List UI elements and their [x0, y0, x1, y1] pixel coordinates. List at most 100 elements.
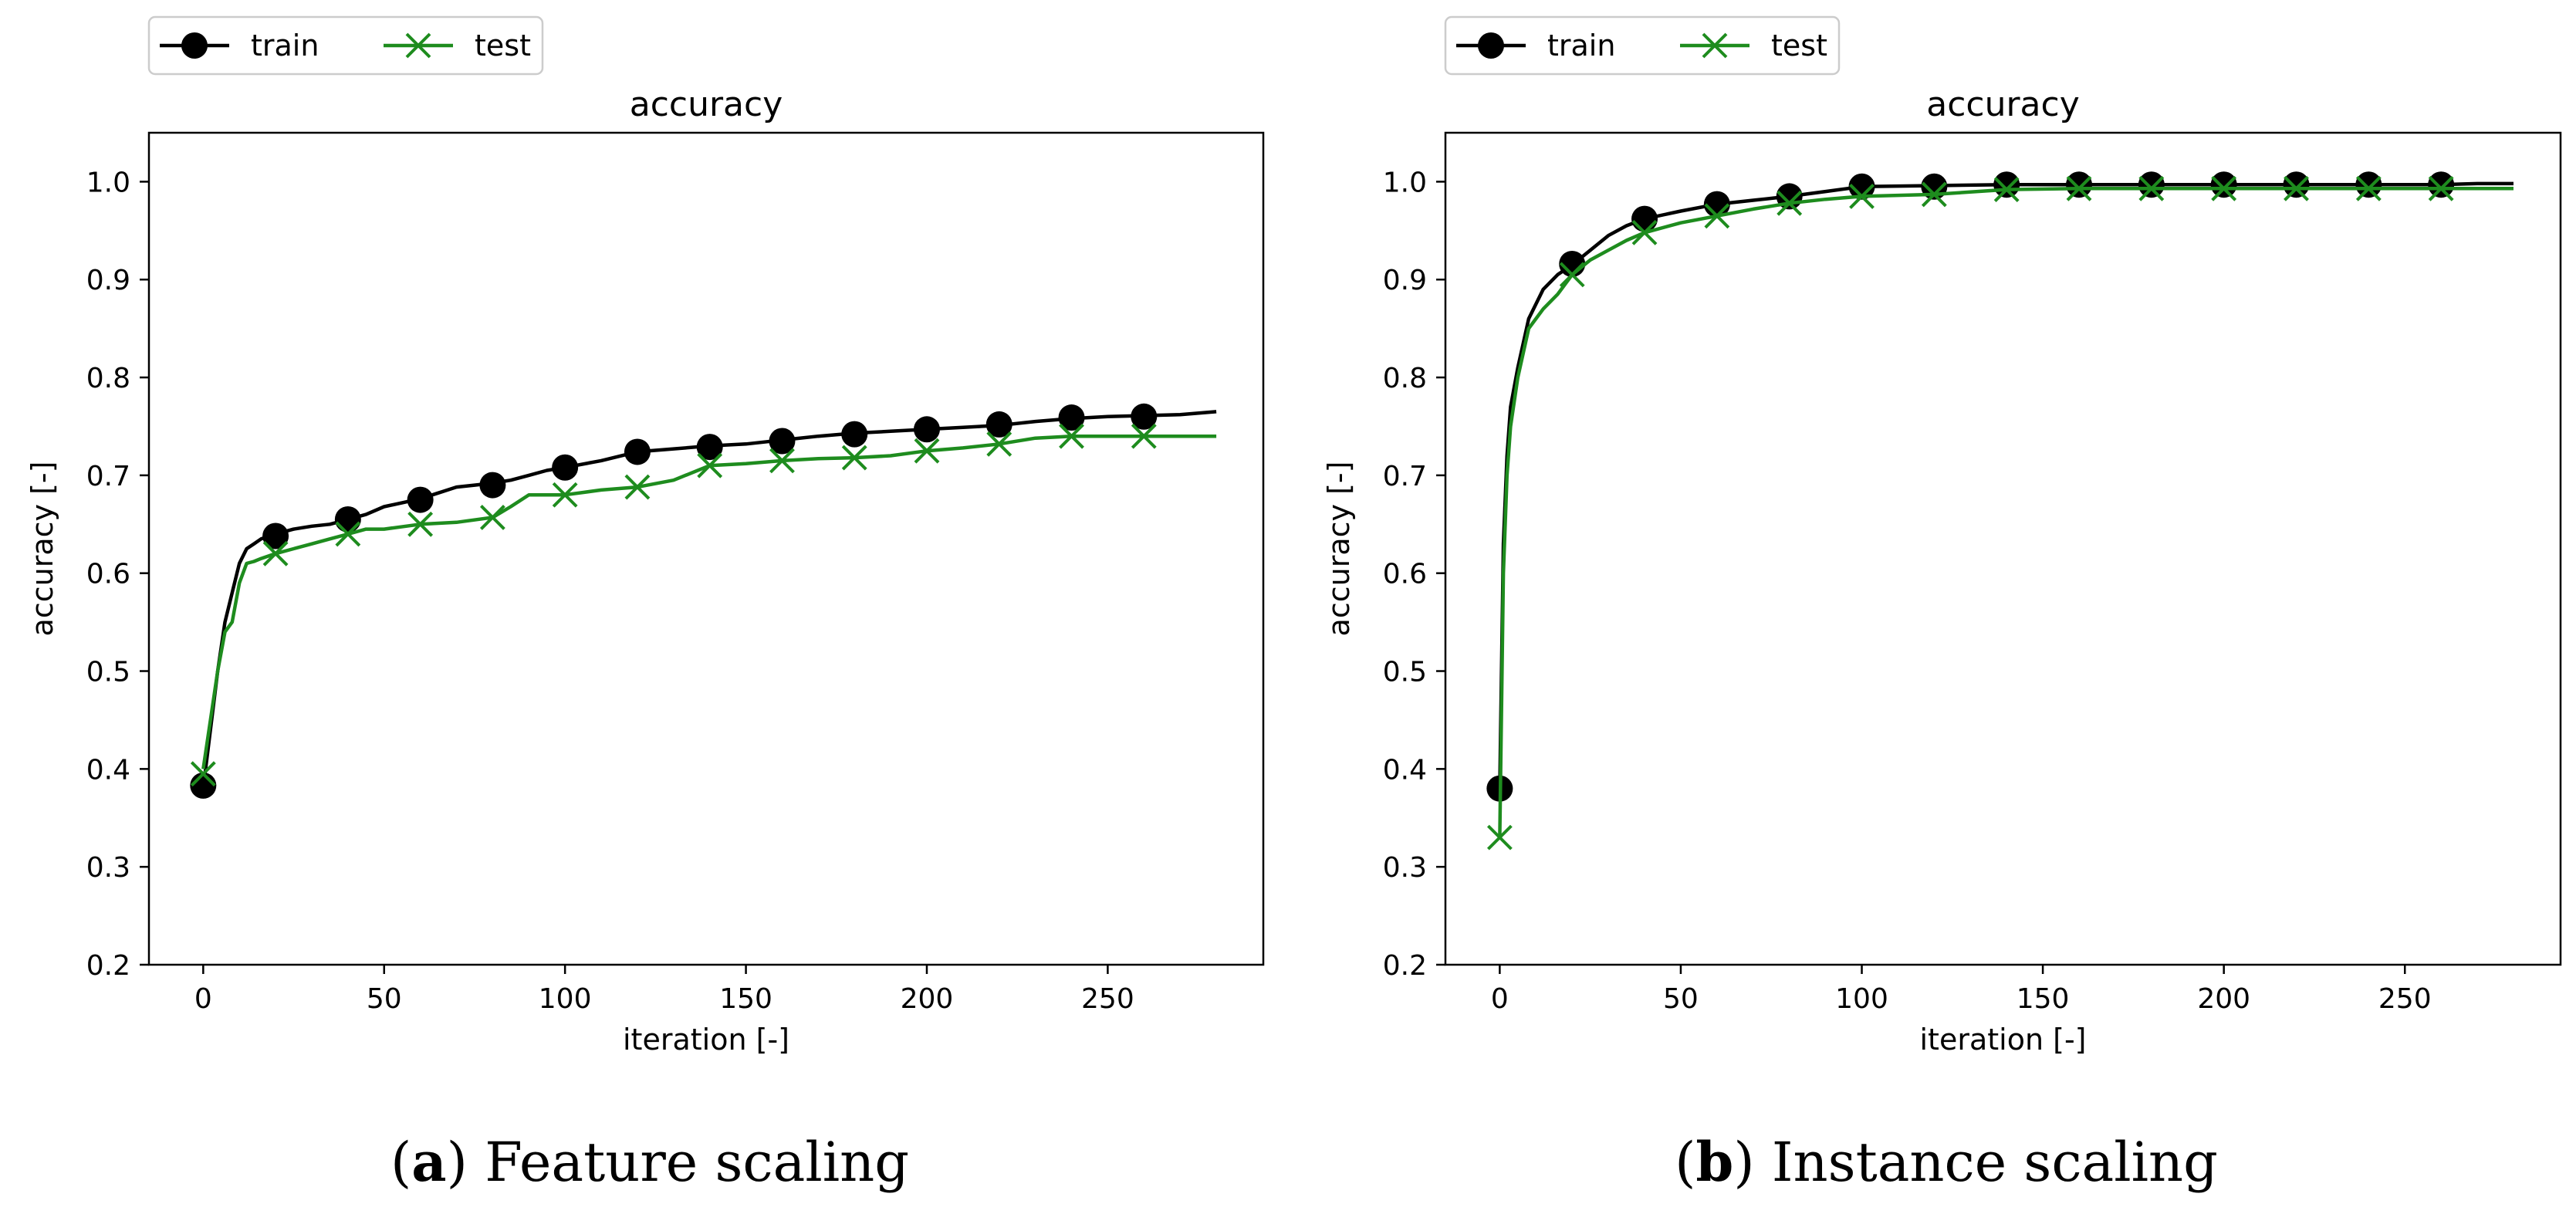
data-point-train: [2283, 171, 2310, 198]
data-point-test: [1849, 184, 1875, 209]
data-point-test: [2355, 175, 2382, 201]
plot-frame: [147, 131, 1265, 966]
x-tick-label: 150: [2017, 983, 2070, 1015]
x-tick-label: 100: [1835, 983, 1888, 1015]
y-tick-label: 0.4: [1383, 754, 1427, 786]
chart-title: accuracy: [630, 85, 783, 124]
chart-panel-feature-scaling: accuracy 0 50 100 150 200 250 0.2 0.3 0.4 0.5 0.6 0.…: [25, 15, 1265, 1194]
data-point-test: [1059, 423, 1084, 449]
x-tick-label: 200: [2197, 983, 2250, 1015]
y-tick-label: 0.7: [86, 461, 130, 492]
caption-paren-close: ): [447, 1131, 485, 1194]
y-axis-label: accuracy [-]: [25, 462, 59, 637]
data-point-train: [1631, 205, 1658, 232]
data-point-train: [479, 472, 506, 499]
data-point-test: [1631, 219, 1658, 245]
y-tick-label: 1.0: [86, 167, 130, 198]
data-point-train: [1058, 404, 1085, 431]
y-axis-label: accuracy [-]: [1322, 462, 1356, 637]
legend-marker-test: [1702, 32, 1728, 59]
y-tick-label: 0.8: [1383, 363, 1427, 394]
y-tick-label: 0.8: [86, 363, 130, 394]
caption-paren-open: (: [390, 1131, 411, 1194]
legend-marker-train: [1478, 32, 1504, 59]
legend-label-train: train: [251, 29, 319, 63]
data-point-test: [624, 474, 651, 500]
data-point-test: [2138, 175, 2165, 201]
y-tick-label: 0.5: [86, 657, 130, 688]
subfigure-caption: (b) Instance scaling: [1675, 1130, 2218, 1194]
data-point-test: [986, 431, 1012, 457]
data-point-test: [262, 540, 289, 566]
legend: train test: [1444, 15, 1841, 76]
y-tick-label: 0.2: [86, 950, 130, 982]
y-tick-label: 0.6: [86, 559, 130, 590]
data-point-test: [769, 448, 795, 474]
data-point-train: [1848, 173, 1875, 200]
subfigure-caption: (a) Feature scaling: [390, 1130, 909, 1194]
data-point-train: [769, 428, 796, 455]
data-point-train: [841, 421, 868, 448]
x-axis-label: iteration [-]: [1920, 1023, 2087, 1057]
data-point-train: [2355, 171, 2382, 198]
caption-text: Instance scaling: [1772, 1131, 2218, 1194]
chart-panel-instance-scaling: accuracy 0 50 100 150 200 250 0.2 0.3 0.4 0.5 0.6 0.…: [1322, 15, 2562, 1194]
data-point-train: [334, 506, 361, 533]
y-tick-label: 1.0: [1383, 167, 1427, 198]
x-axis-label: iteration [-]: [623, 1023, 789, 1057]
legend-box: [147, 15, 544, 76]
caption-letter: b: [1695, 1130, 1733, 1194]
y-tick-label: 0.7: [1383, 461, 1427, 492]
y-tick-label: 0.2: [1383, 950, 1427, 982]
x-tick-label: 150: [719, 983, 772, 1015]
data-point-train: [262, 522, 289, 550]
data-point-train: [407, 486, 434, 513]
legend-box: [1444, 15, 1841, 76]
data-point-test: [1993, 177, 2020, 202]
legend: train test: [147, 15, 544, 76]
caption-text: Feature scaling: [485, 1131, 909, 1194]
data-point-test: [2428, 175, 2454, 201]
x-tick-label: 50: [1663, 983, 1699, 1015]
y-tick-label: 0.4: [86, 754, 130, 786]
data-point-test: [697, 452, 723, 478]
data-point-test: [190, 761, 216, 787]
data-point-train: [2066, 171, 2093, 198]
data-point-test: [552, 482, 578, 508]
data-point-train: [190, 772, 217, 799]
x-tick-label: 100: [539, 983, 592, 1015]
x-tick-label: 200: [901, 983, 954, 1015]
data-point-test: [1559, 262, 1585, 288]
series-line-test: [201, 434, 1217, 769]
data-point-train: [2210, 171, 2237, 198]
data-point-test: [1486, 824, 1513, 850]
data-point-test: [914, 438, 940, 464]
x-tick-label: 0: [194, 983, 212, 1015]
data-point-test: [2066, 175, 2092, 201]
data-point-train: [913, 416, 940, 443]
plot-frame: [1444, 131, 2562, 966]
y-tick-label: 0.5: [1383, 657, 1427, 688]
data-point-test: [479, 505, 505, 530]
data-point-test: [2211, 175, 2237, 201]
legend-marker-test: [405, 32, 431, 59]
data-point-train: [2428, 171, 2455, 198]
data-point-train: [696, 434, 723, 461]
caption-letter: a: [411, 1130, 446, 1194]
data-point-train: [985, 411, 1012, 438]
x-tick-label: 0: [1491, 983, 1509, 1015]
legend-marker-train: [181, 32, 208, 59]
y-tick-label: 0.3: [1383, 852, 1427, 884]
legend-label-train: train: [1547, 29, 1615, 63]
chart-title: accuracy: [1926, 85, 2080, 124]
data-point-train: [1993, 171, 2020, 198]
data-point-test: [335, 521, 361, 547]
data-point-train: [624, 438, 651, 465]
data-point-test: [1921, 181, 1947, 208]
data-point-test: [1776, 190, 1803, 216]
x-tick-label: 250: [2378, 983, 2432, 1015]
data-point-test: [1131, 423, 1157, 449]
legend-label-test: test: [1771, 29, 1827, 63]
data-point-test: [407, 511, 434, 537]
